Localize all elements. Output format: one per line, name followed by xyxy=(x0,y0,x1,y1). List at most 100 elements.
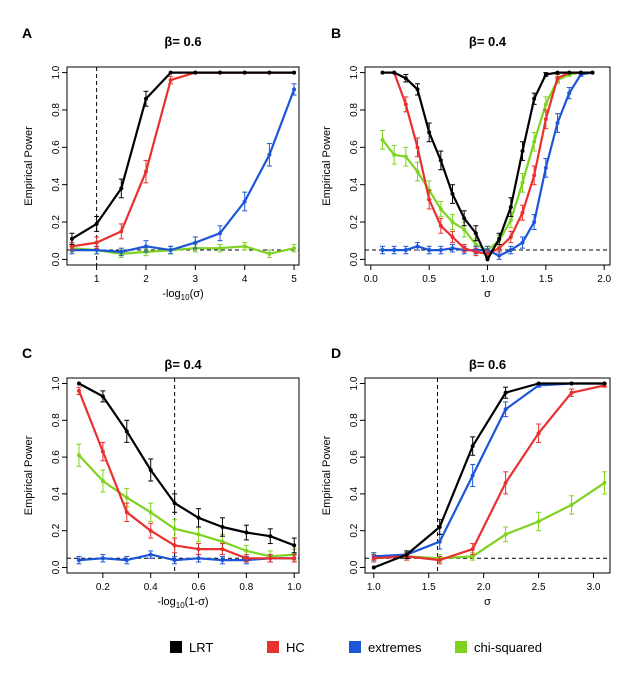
y-tick-label: 0.8 xyxy=(349,413,360,427)
data-point xyxy=(462,216,467,221)
legend-item-chi-squared: chi-squared xyxy=(455,640,542,655)
plot-frame xyxy=(66,377,300,574)
y-tick-label: 0.0 xyxy=(349,252,360,266)
data-point xyxy=(415,87,420,92)
data-point xyxy=(602,480,607,485)
y-tick-label: 0.4 xyxy=(349,177,360,191)
data-point xyxy=(437,558,442,563)
data-point xyxy=(218,70,223,75)
data-point xyxy=(244,530,249,535)
series-lrt xyxy=(76,381,297,554)
x-tick-label: 0.6 xyxy=(192,582,206,593)
plot-frame xyxy=(364,377,611,574)
data-point xyxy=(168,78,173,83)
data-point xyxy=(508,248,513,253)
y-tick-label: 0.8 xyxy=(349,103,360,117)
x-tick-label: 0.0 xyxy=(364,274,378,285)
data-point xyxy=(438,206,443,211)
data-point xyxy=(403,248,408,253)
data-point xyxy=(503,390,508,395)
data-point xyxy=(69,236,74,241)
data-point xyxy=(143,244,148,249)
data-point xyxy=(172,558,177,563)
data-point xyxy=(172,526,177,531)
legend-label: LRT xyxy=(189,640,213,655)
series-lrt xyxy=(380,70,595,262)
data-point xyxy=(94,240,99,245)
data-point xyxy=(470,547,475,552)
data-point xyxy=(392,152,397,157)
data-point xyxy=(242,70,247,75)
data-point xyxy=(119,249,124,254)
x-tick-label: 2.5 xyxy=(532,582,546,593)
y-tick-label: 1.0 xyxy=(51,65,62,79)
data-point xyxy=(148,467,153,472)
data-point xyxy=(124,495,129,500)
plot-frame xyxy=(364,66,611,266)
data-point xyxy=(371,556,376,561)
series-line xyxy=(71,89,296,253)
series-lrt xyxy=(371,381,607,570)
data-point xyxy=(218,231,223,236)
data-point xyxy=(437,525,442,530)
data-point xyxy=(473,249,478,254)
x-tick-label: 2.0 xyxy=(477,582,491,593)
data-point xyxy=(196,515,201,520)
y-tick-label: 0.2 xyxy=(349,215,360,229)
y-tick-label: 1.0 xyxy=(51,376,62,390)
data-point xyxy=(415,169,420,174)
data-point xyxy=(503,407,508,412)
data-point xyxy=(497,246,502,251)
data-point xyxy=(100,449,105,454)
series-line xyxy=(393,71,581,255)
series-line xyxy=(382,71,593,257)
data-point xyxy=(268,534,273,539)
data-point xyxy=(292,246,297,251)
series-hc xyxy=(69,70,297,251)
x-tick-label: 2.0 xyxy=(597,274,611,285)
data-point xyxy=(569,502,574,507)
y-tick-label: 0.0 xyxy=(51,252,62,266)
data-point xyxy=(485,257,490,262)
data-point xyxy=(438,248,443,253)
y-tick-label: 0.0 xyxy=(51,560,62,574)
panel-title: β= 0.6 xyxy=(469,357,506,372)
series-line xyxy=(71,71,295,240)
data-point xyxy=(555,76,560,81)
data-point xyxy=(532,96,537,101)
y-axis-label: Empirical Power xyxy=(321,435,333,515)
x-tick-label: 1.5 xyxy=(422,582,436,593)
y-axis-label: Empirical Power xyxy=(23,435,35,515)
data-point xyxy=(292,70,297,75)
data-point xyxy=(267,251,272,256)
y-tick-label: 0.2 xyxy=(51,215,62,229)
x-tick-label: 0.2 xyxy=(96,582,110,593)
legend-label: extremes xyxy=(368,640,422,655)
series-extremes xyxy=(371,381,607,561)
data-point xyxy=(569,390,574,395)
x-axis-label: σ xyxy=(484,288,491,300)
y-tick-label: 1.0 xyxy=(349,65,360,79)
series-hc xyxy=(76,386,297,563)
panel-title: β= 0.6 xyxy=(164,34,201,49)
data-point xyxy=(462,227,467,232)
data-point xyxy=(462,246,467,251)
data-point xyxy=(415,145,420,150)
series-line xyxy=(78,382,295,547)
data-point xyxy=(392,248,397,253)
data-point xyxy=(567,91,572,96)
data-point xyxy=(100,556,105,561)
data-point xyxy=(172,501,177,506)
data-point xyxy=(380,70,385,75)
panel-b: Bβ= 0.4 0.0 0.2 0.4 0.6 0.8 1.0 0.0 0.5 1.0 1.5 2.0… xyxy=(321,25,612,300)
y-axis-label: Empirical Power xyxy=(321,126,333,206)
data-point xyxy=(371,565,376,570)
data-point xyxy=(76,558,81,563)
panel-title: β= 0.4 xyxy=(469,34,507,49)
data-point xyxy=(403,102,408,107)
data-point xyxy=(193,70,198,75)
data-point xyxy=(124,429,129,434)
x-tick-label: 3.0 xyxy=(587,582,601,593)
data-point xyxy=(404,552,409,557)
